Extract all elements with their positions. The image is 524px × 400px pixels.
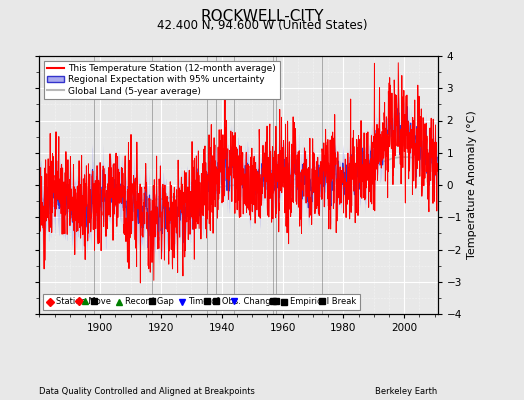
Text: ROCKWELL-CITY: ROCKWELL-CITY bbox=[200, 9, 324, 24]
Text: Berkeley Earth: Berkeley Earth bbox=[375, 387, 438, 396]
Text: 42.400 N, 94.600 W (United States): 42.400 N, 94.600 W (United States) bbox=[157, 19, 367, 32]
Legend: Station Move, Record Gap, Time of Obs. Change, Empirical Break: Station Move, Record Gap, Time of Obs. C… bbox=[43, 294, 360, 310]
Text: Data Quality Controlled and Aligned at Breakpoints: Data Quality Controlled and Aligned at B… bbox=[39, 387, 255, 396]
Y-axis label: Temperature Anomaly (°C): Temperature Anomaly (°C) bbox=[467, 111, 477, 259]
